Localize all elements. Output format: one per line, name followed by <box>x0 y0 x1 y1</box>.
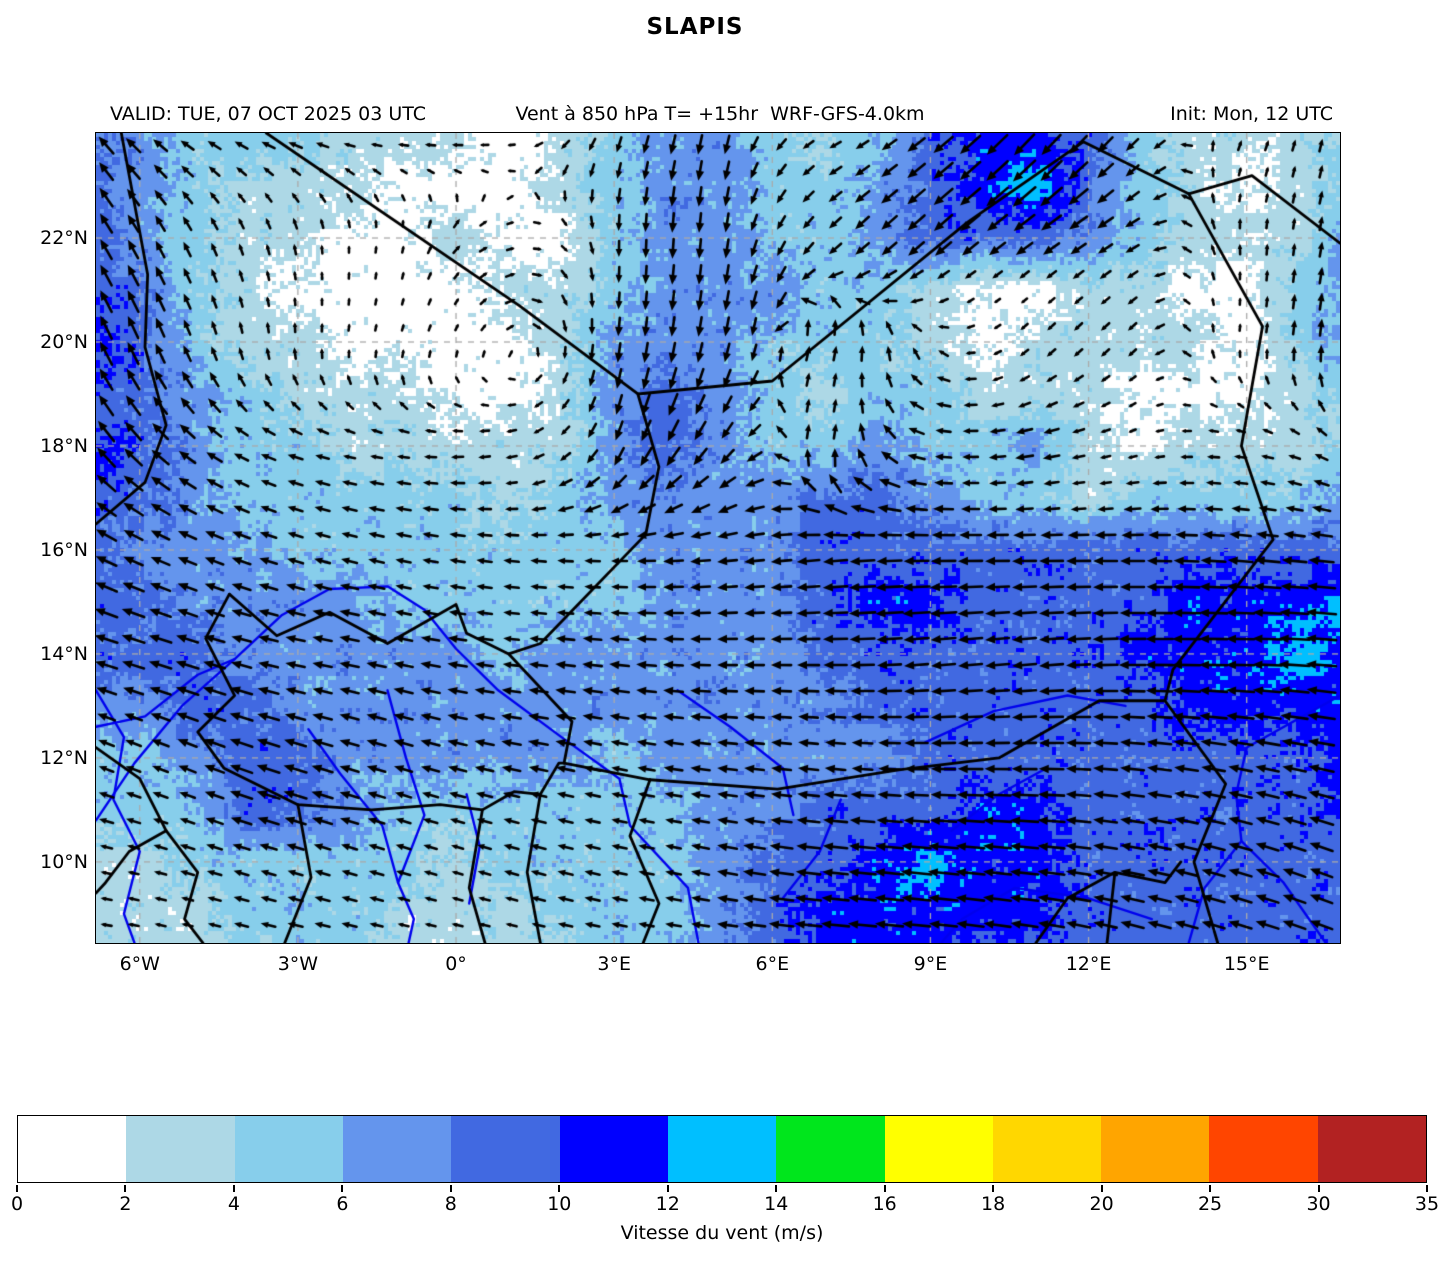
colorbar-tick <box>883 1185 886 1192</box>
x-tick-label: 15°E <box>1223 953 1270 975</box>
x-tick-label: 3°E <box>597 953 631 975</box>
colorbar-tick <box>1100 1185 1103 1192</box>
y-tick-label: 22°N <box>40 227 88 250</box>
colorbar-tick <box>558 1185 561 1192</box>
colorbar-tick <box>232 1185 235 1192</box>
colorbar-label: Vitesse du vent (m/s) <box>620 1222 824 1244</box>
colorbar-tick-label: 18 <box>981 1193 1006 1215</box>
colorbar-tick-label: 2 <box>119 1193 132 1215</box>
colorbar-segment <box>342 1116 452 1182</box>
colorbar-tick <box>775 1185 778 1192</box>
x-tick-label: 9°E <box>913 953 948 975</box>
y-tick-label: 20°N <box>40 330 88 353</box>
y-tick-label: 14°N <box>40 642 88 665</box>
y-tick-label: 10°N <box>40 850 88 873</box>
colorbar-segment <box>234 1116 343 1182</box>
colorbar <box>17 1115 1427 1183</box>
y-tick-label: 12°N <box>40 746 88 769</box>
colorbar-segment <box>451 1116 560 1182</box>
colorbar-segment <box>1317 1116 1427 1182</box>
colorbar-tick <box>1209 1185 1212 1192</box>
colorbar-segment <box>667 1116 777 1182</box>
colorbar-tick-label: 4 <box>227 1193 240 1215</box>
colorbar-tick <box>1317 1185 1320 1192</box>
x-tick-label: 6°W <box>119 953 160 975</box>
colorbar-segment <box>992 1116 1102 1182</box>
colorbar-segment <box>559 1116 668 1182</box>
colorbar-tick-label: 16 <box>872 1193 897 1215</box>
x-tick-label: 12°E <box>1065 953 1112 975</box>
colorbar-segment <box>1209 1116 1318 1182</box>
colorbar-tick-label: 30 <box>1306 1193 1331 1215</box>
colorbar-segment <box>1101 1116 1210 1182</box>
colorbar-tick <box>16 1185 18 1192</box>
colorbar-tick <box>1426 1185 1428 1192</box>
colorbar-segment <box>126 1116 235 1182</box>
valid-time-label: VALID: TUE, 07 OCT 2025 03 UTC <box>110 103 426 125</box>
colorbar-tick <box>124 1185 127 1192</box>
x-tick-label: 6°E <box>755 953 790 975</box>
colorbar-tick-label: 0 <box>10 1193 24 1215</box>
x-tick-label: 0° <box>445 953 467 975</box>
colorbar-segment <box>776 1116 885 1182</box>
product-label: Vent à 850 hPa T= +15hr WRF-GFS-4.0km <box>515 103 925 125</box>
colorbar-tick-label: 14 <box>764 1193 789 1215</box>
page-title: SLAPIS <box>646 14 744 40</box>
colorbar-tick-label: 12 <box>655 1193 680 1215</box>
colorbar-tick-label: 35 <box>1414 1193 1440 1215</box>
colorbar-tick <box>666 1185 669 1192</box>
colorbar-tick <box>449 1185 452 1192</box>
colorbar-tick <box>992 1185 995 1192</box>
y-tick-label: 16°N <box>40 538 88 561</box>
colorbar-segment <box>18 1116 127 1182</box>
colorbar-tick <box>341 1185 344 1192</box>
colorbar-tick-label: 20 <box>1089 1193 1114 1215</box>
wind-map-canvas <box>95 132 1341 944</box>
colorbar-tick-label: 10 <box>547 1193 572 1215</box>
init-time-label: Init: Mon, 12 UTC <box>1170 103 1333 125</box>
colorbar-tick-label: 6 <box>336 1193 349 1215</box>
x-tick-label: 3°W <box>277 953 319 975</box>
y-tick-label: 18°N <box>40 434 88 457</box>
colorbar-segment <box>884 1116 993 1182</box>
colorbar-tick-label: 25 <box>1197 1193 1223 1215</box>
colorbar-tick-label: 8 <box>444 1193 457 1215</box>
